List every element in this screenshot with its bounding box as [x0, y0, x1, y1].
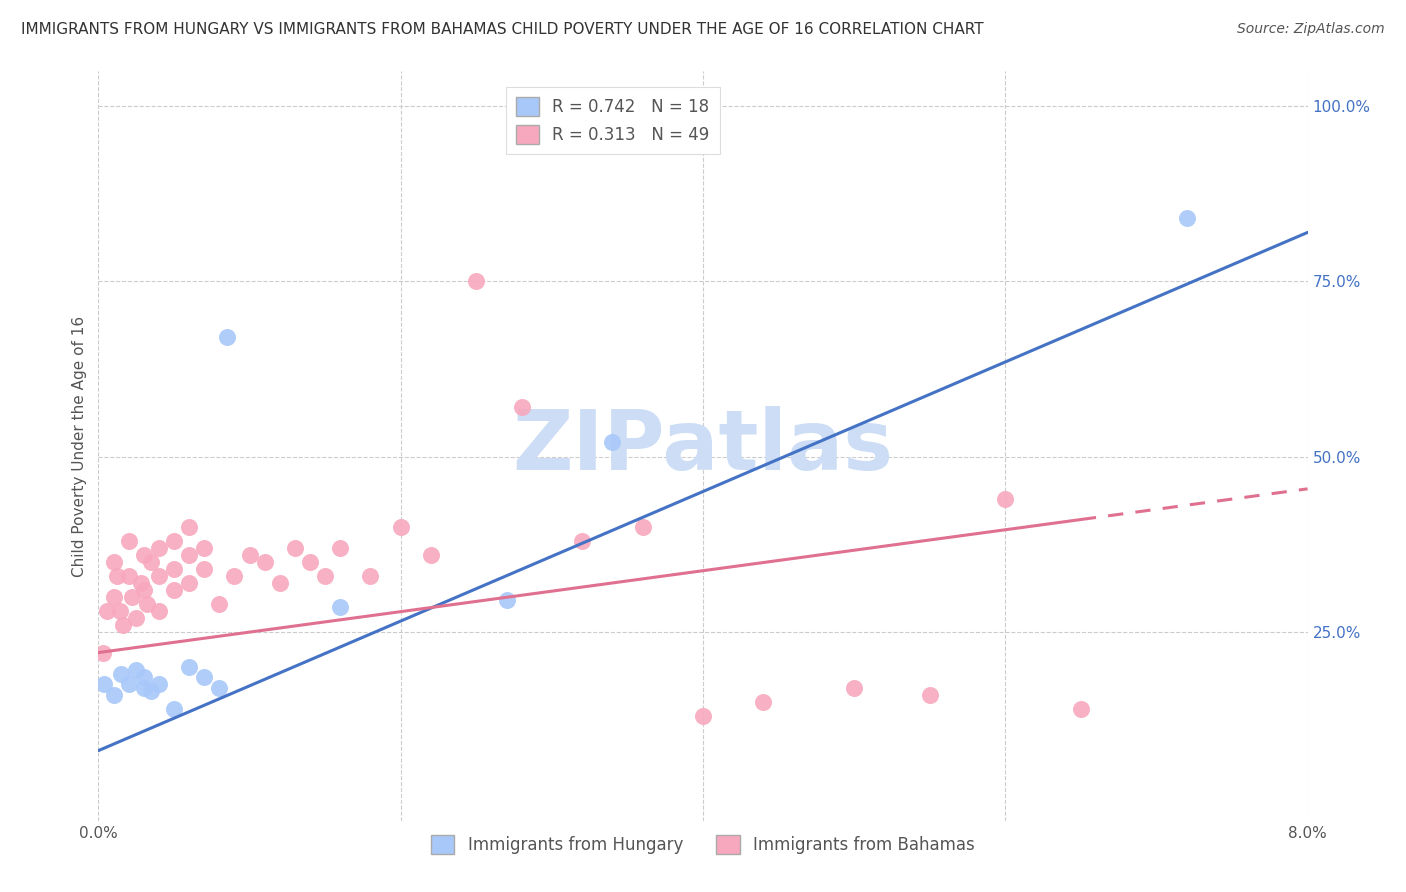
Text: Source: ZipAtlas.com: Source: ZipAtlas.com — [1237, 22, 1385, 37]
Point — [208, 681, 231, 695]
Point — [420, 548, 443, 562]
Point — [284, 541, 307, 555]
Point — [179, 575, 201, 590]
Point — [132, 582, 155, 597]
Point — [93, 677, 115, 691]
Point — [148, 677, 170, 691]
Point — [118, 568, 141, 582]
Point — [148, 568, 170, 582]
Point — [125, 610, 148, 624]
Point — [132, 670, 155, 684]
Point — [132, 681, 155, 695]
Point — [224, 568, 246, 582]
Point — [163, 582, 186, 597]
Point — [129, 575, 152, 590]
Point — [631, 519, 654, 533]
Point — [360, 568, 382, 582]
Point — [141, 555, 163, 569]
Point — [239, 548, 262, 562]
Point — [495, 593, 517, 607]
Point — [208, 597, 231, 611]
Point — [179, 548, 201, 562]
Point — [103, 688, 125, 702]
Point — [602, 435, 624, 450]
Point — [329, 600, 352, 615]
Point — [179, 659, 201, 673]
Point — [179, 519, 201, 533]
Point — [193, 670, 215, 684]
Point — [118, 677, 141, 691]
Point — [132, 548, 155, 562]
Point — [110, 666, 132, 681]
Point — [994, 491, 1017, 506]
Point — [844, 681, 866, 695]
Point — [141, 684, 163, 698]
Point — [253, 555, 276, 569]
Point — [148, 541, 170, 555]
Text: ZIPatlas: ZIPatlas — [513, 406, 893, 486]
Point — [135, 597, 157, 611]
Point — [163, 561, 186, 575]
Point — [193, 561, 215, 575]
Point — [389, 519, 412, 533]
Point — [96, 603, 118, 617]
Point — [314, 568, 336, 582]
Point — [105, 568, 128, 582]
Point — [329, 541, 352, 555]
Point — [1070, 701, 1092, 715]
Point — [163, 533, 186, 548]
Point — [121, 590, 143, 604]
Point — [163, 701, 186, 715]
Point — [118, 533, 141, 548]
Point — [215, 330, 238, 344]
Point — [91, 646, 114, 660]
Point — [108, 603, 131, 617]
Point — [103, 555, 125, 569]
Legend: Immigrants from Hungary, Immigrants from Bahamas: Immigrants from Hungary, Immigrants from… — [425, 829, 981, 861]
Point — [103, 590, 125, 604]
Point — [510, 401, 533, 415]
Text: IMMIGRANTS FROM HUNGARY VS IMMIGRANTS FROM BAHAMAS CHILD POVERTY UNDER THE AGE O: IMMIGRANTS FROM HUNGARY VS IMMIGRANTS FR… — [21, 22, 984, 37]
Point — [148, 603, 170, 617]
Point — [465, 275, 488, 289]
Point — [1175, 211, 1198, 226]
Point — [269, 575, 291, 590]
Point — [111, 617, 134, 632]
Point — [299, 555, 322, 569]
Y-axis label: Child Poverty Under the Age of 16: Child Poverty Under the Age of 16 — [72, 316, 87, 576]
Point — [692, 708, 714, 723]
Point — [571, 533, 593, 548]
Point — [752, 695, 775, 709]
Point — [125, 663, 148, 677]
Point — [918, 688, 941, 702]
Point — [193, 541, 215, 555]
